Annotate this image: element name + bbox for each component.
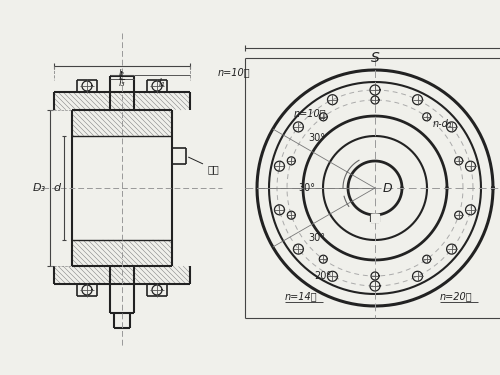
Text: l₃: l₃ [118, 78, 126, 88]
Text: l₁: l₁ [158, 78, 166, 88]
Text: D₃: D₃ [33, 183, 46, 193]
Text: 30°: 30° [298, 183, 316, 193]
Text: L: L [118, 70, 126, 83]
Text: 30°: 30° [308, 133, 326, 143]
Text: n=14时: n=14时 [285, 291, 318, 301]
Text: n=20时: n=20时 [440, 291, 472, 301]
Text: D: D [382, 182, 392, 195]
Text: n=10时: n=10时 [218, 67, 250, 77]
Text: 油杯: 油杯 [188, 157, 220, 174]
Text: d: d [54, 183, 61, 193]
Polygon shape [371, 214, 379, 222]
Text: S: S [370, 51, 380, 65]
Text: 20°: 20° [314, 271, 332, 281]
Text: n-d₁: n-d₁ [433, 119, 453, 129]
Text: l₂: l₂ [119, 69, 125, 78]
Text: 30°: 30° [308, 233, 326, 243]
Text: n=10时: n=10时 [294, 108, 326, 118]
